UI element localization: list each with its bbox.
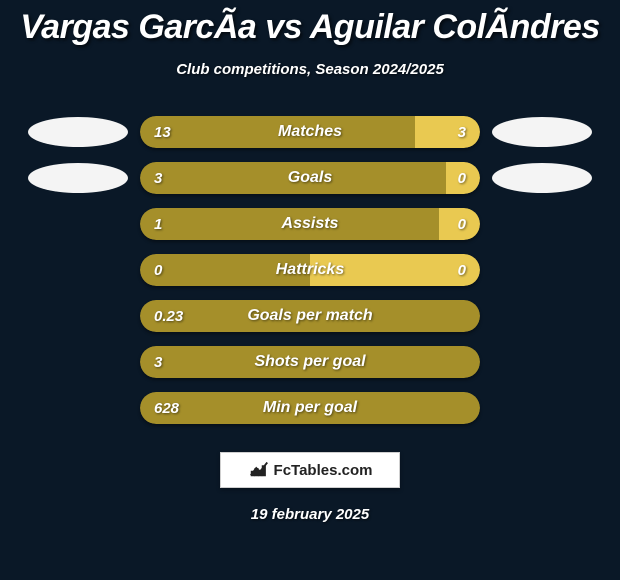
stat-value-left: 0 [154, 254, 162, 286]
stat-label: Goals [140, 162, 480, 194]
stat-value-left: 3 [154, 162, 162, 194]
stat-label: Matches [140, 116, 480, 148]
stat-value-left: 628 [154, 392, 179, 424]
stat-label: Assists [140, 208, 480, 240]
stat-value-left: 0.23 [154, 300, 183, 332]
stat-label: Goals per match [140, 300, 480, 332]
spacer [492, 362, 592, 363]
stat-bar: Goals3 0 [140, 162, 480, 194]
spacer [492, 408, 592, 409]
stat-value-right: 0 [458, 208, 466, 240]
stat-bar: Matches13 3 [140, 116, 480, 148]
date-label: 19 february 2025 [0, 506, 620, 523]
stat-row: Hattricks0 0 [0, 254, 620, 286]
spacer [28, 316, 128, 317]
stat-row: Min per goal628 [0, 392, 620, 424]
stat-bar: Assists1 0 [140, 208, 480, 240]
player-left-ellipse [28, 163, 128, 193]
spacer [28, 408, 128, 409]
spacer [28, 362, 128, 363]
stat-bar: Goals per match0.23 [140, 300, 480, 332]
stat-row: Shots per goal3 [0, 346, 620, 378]
stat-value-left: 13 [154, 116, 171, 148]
spacer [28, 224, 128, 225]
stat-bar: Min per goal628 [140, 392, 480, 424]
stat-row: Goals per match0.23 [0, 300, 620, 332]
spacer [492, 316, 592, 317]
stat-row: Assists1 0 [0, 208, 620, 240]
stat-value-right: 3 [458, 116, 466, 148]
page-title: Vargas GarcÃ­a vs Aguilar ColÃ­ndres [0, 8, 620, 47]
stat-label: Min per goal [140, 392, 480, 424]
player-right-ellipse [492, 163, 592, 193]
stat-label: Hattricks [140, 254, 480, 286]
chart-icon [248, 457, 270, 484]
page-subtitle: Club competitions, Season 2024/2025 [0, 61, 620, 78]
header: Vargas GarcÃ­a vs Aguilar ColÃ­ndres Clu… [0, 0, 620, 78]
stat-value-left: 1 [154, 208, 162, 240]
stat-bar: Shots per goal3 [140, 346, 480, 378]
stat-bar: Hattricks0 0 [140, 254, 480, 286]
source-badge[interactable]: FcTables.com [220, 452, 400, 488]
stat-value-right: 0 [458, 162, 466, 194]
badge-text: FcTables.com [274, 462, 373, 479]
stat-value-left: 3 [154, 346, 162, 378]
player-left-ellipse [28, 117, 128, 147]
stat-row: Matches13 3 [0, 116, 620, 148]
stat-value-right: 0 [458, 254, 466, 286]
player-right-ellipse [492, 117, 592, 147]
stat-row: Goals3 0 [0, 162, 620, 194]
spacer [492, 270, 592, 271]
spacer [492, 224, 592, 225]
spacer [28, 270, 128, 271]
stats-container: Matches133Goals30Assists10Hattricks00Goa… [0, 116, 620, 424]
stat-label: Shots per goal [140, 346, 480, 378]
